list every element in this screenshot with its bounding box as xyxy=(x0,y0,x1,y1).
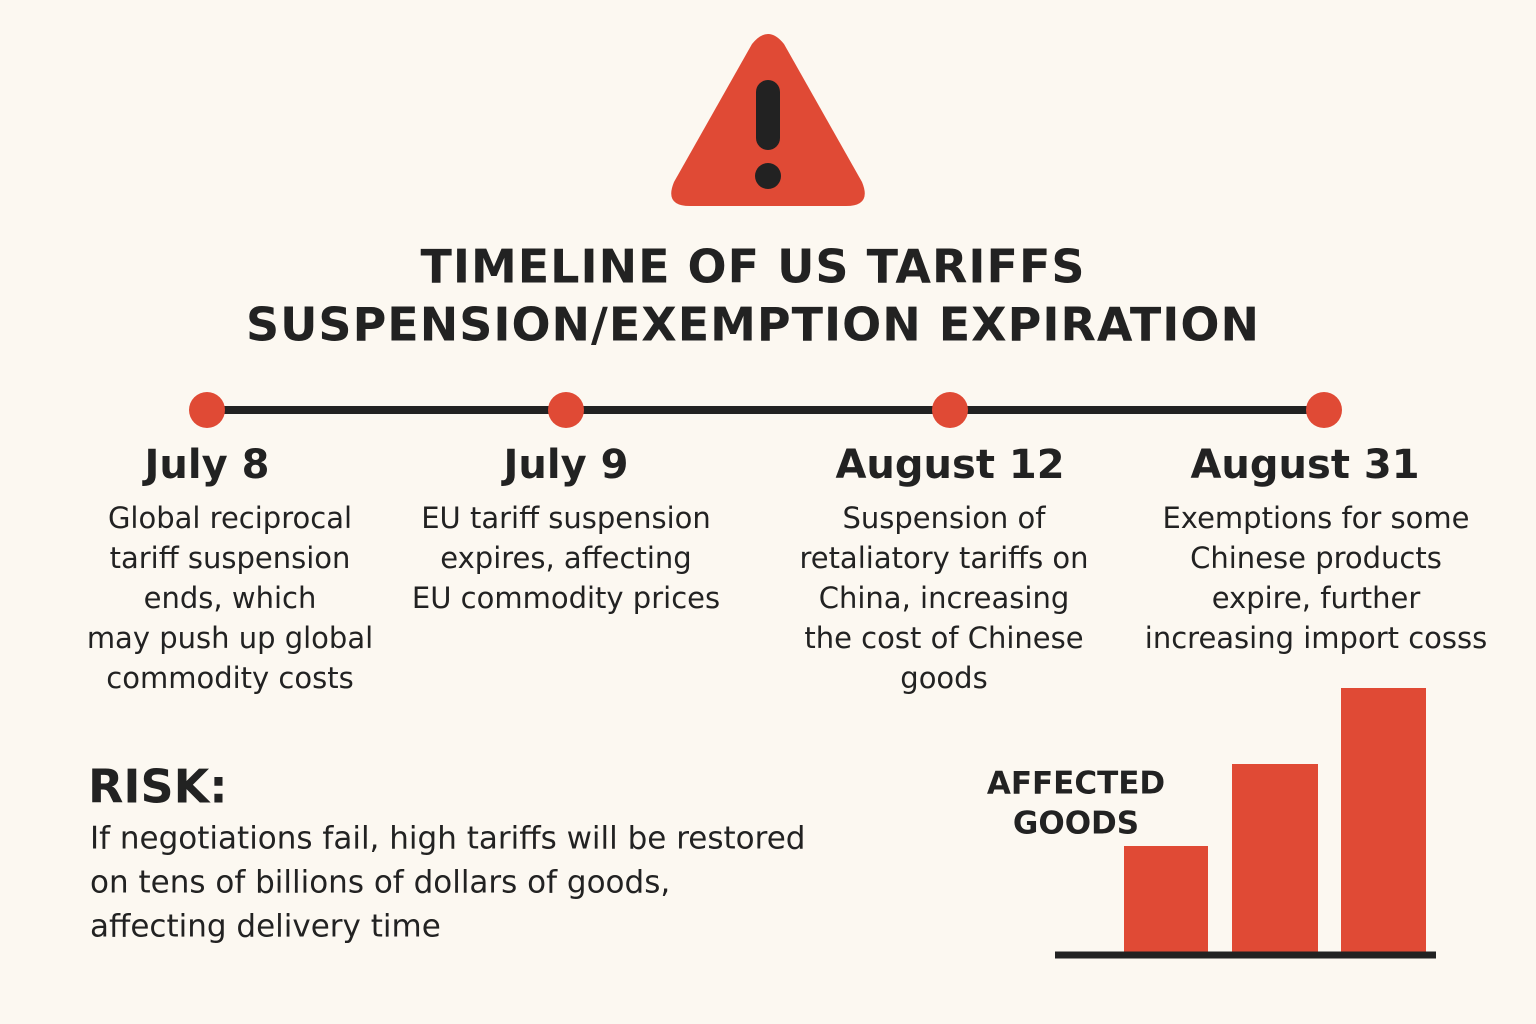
title-line: SUSPENSION/EXEMPTION EXPIRATION xyxy=(246,298,1260,352)
timeline-dot xyxy=(189,392,225,428)
timeline-description: the cost of Chinese xyxy=(804,621,1083,655)
affected-goods-label: GOODS xyxy=(1013,806,1139,842)
timeline-description: may push up global xyxy=(87,621,373,655)
risk-line: on tens of billions of dollars of goods, xyxy=(90,865,670,901)
timeline-date: August 31 xyxy=(1190,442,1419,488)
timeline-description: commodity costs xyxy=(106,661,353,695)
timeline-dot xyxy=(548,392,584,428)
timeline-description: Suspension of xyxy=(843,501,1047,535)
timeline-description: expires, affecting xyxy=(440,541,691,575)
timeline-description: goods xyxy=(900,661,987,695)
timeline-description: increasing import cosss xyxy=(1145,621,1487,655)
risk-line: If negotiations fail, high tariffs will … xyxy=(90,821,805,857)
timeline-description: EU commodity prices xyxy=(412,581,720,615)
timeline-description: Global reciprocal xyxy=(108,501,352,535)
timeline-date: July 8 xyxy=(142,442,270,488)
title-line: TIMELINE OF US TARIFFS xyxy=(420,240,1085,294)
timeline-dot xyxy=(932,392,968,428)
affected-goods-icon xyxy=(1055,688,1436,959)
timeline-description: EU tariff suspension xyxy=(421,501,711,535)
timeline-description: Chinese products xyxy=(1190,541,1442,575)
timeline-date: July 9 xyxy=(501,442,629,488)
risk-heading: RISK: xyxy=(88,760,228,814)
affected-goods-label: AFFECTED xyxy=(987,766,1165,802)
warning-icon xyxy=(671,34,865,206)
timeline-date: August 12 xyxy=(835,442,1064,488)
timeline-description: China, increasing xyxy=(819,581,1070,615)
timeline-description: expire, further xyxy=(1212,581,1421,615)
timeline-description: tariff suspension xyxy=(110,541,351,575)
timeline-description: Exemptions for some xyxy=(1162,501,1469,535)
risk-line: affecting delivery time xyxy=(90,909,441,945)
timeline-description: retaliatory tariffs on xyxy=(799,541,1088,575)
timeline-dot xyxy=(1306,392,1342,428)
timeline-description: ends, which xyxy=(144,581,317,615)
